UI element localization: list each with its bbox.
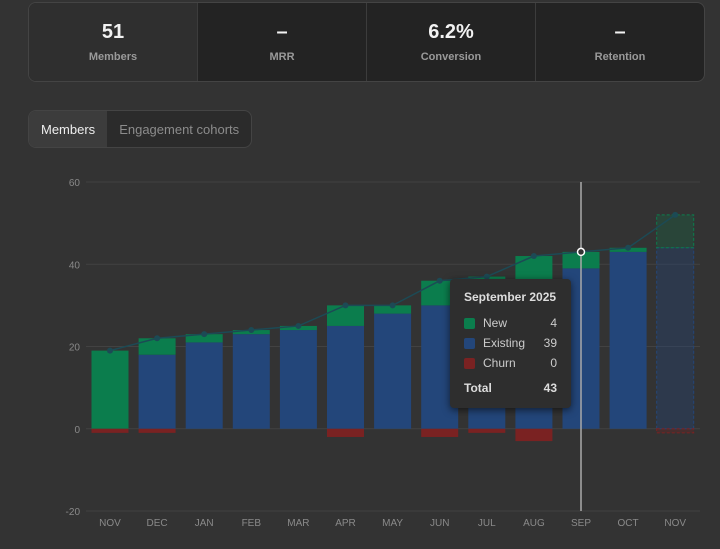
y-tick-label: 20 (69, 343, 81, 354)
bar-churn (468, 428, 506, 433)
bar-existing (232, 334, 270, 429)
kpi-card-conversion[interactable]: 6.2% Conversion (367, 3, 536, 81)
kpi-value: – (276, 21, 288, 43)
total-point (342, 302, 349, 309)
y-tick-label: 0 (74, 425, 80, 436)
y-tick-label: 40 (69, 260, 81, 271)
total-point (625, 244, 632, 251)
tooltip-value: 39 (543, 336, 557, 350)
bar-churn (656, 428, 695, 434)
tooltip-value: 4 (550, 316, 557, 330)
x-tick-label: OCT (618, 518, 639, 529)
existing-swatch (464, 337, 475, 349)
kpi-label: Conversion (420, 51, 482, 63)
bar-churn (91, 428, 129, 433)
total-point (248, 327, 255, 334)
tooltip-total-value: 43 (543, 381, 557, 395)
tooltip-total-label: Total (464, 381, 492, 395)
kpi-label: Members (88, 51, 138, 63)
bar-existing (609, 251, 647, 429)
bar-churn (515, 428, 553, 442)
x-tick-label: SEP (571, 518, 591, 529)
tooltip-row-churn: Churn 0 (464, 353, 557, 373)
tooltip-label: Existing (483, 336, 526, 350)
kpi-value: 6.2% (428, 21, 474, 43)
bar-existing (374, 313, 412, 429)
bar-churn (138, 428, 176, 433)
bar-existing (327, 325, 364, 429)
x-tick-label: DEC (147, 518, 168, 529)
tooltip-value: 0 (550, 356, 557, 370)
bar-new (374, 305, 412, 314)
bar-new (515, 256, 553, 281)
tooltip-total: Total 43 (464, 381, 557, 395)
kpi-value: – (614, 21, 626, 43)
chart-tooltip: September 2025 New 4 Existing 39 Churn 0 To… (450, 279, 571, 408)
total-point (530, 253, 537, 260)
y-tick-label: 60 (69, 178, 81, 189)
bar-existing (279, 330, 317, 429)
bar-churn (421, 428, 459, 437)
churn-swatch (464, 357, 475, 369)
tooltip-title: September 2025 (464, 290, 557, 304)
total-point (154, 335, 161, 342)
x-tick-label: JAN (195, 518, 214, 529)
total-point-highlight (576, 247, 586, 257)
total-point (389, 302, 396, 309)
tab-engagement-cohorts[interactable]: Engagement cohorts (119, 121, 240, 137)
total-point (295, 322, 302, 329)
total-point (436, 277, 443, 284)
kpi-value: 51 (101, 21, 125, 43)
kpi-card-retention[interactable]: – Retention (536, 3, 704, 81)
y-tick-label: -20 (66, 507, 81, 518)
x-tick-label: MAR (287, 518, 309, 529)
tab-members[interactable]: Members (29, 111, 108, 147)
bar-existing (185, 342, 223, 429)
kpi-card-mrr[interactable]: – MRR (198, 3, 367, 81)
kpi-cards: 51 Members – MRR 6.2% Conversion – Retention (28, 2, 705, 82)
tooltip-label: Churn (483, 356, 516, 370)
chart-tabs: Members Engagement cohorts (28, 110, 253, 148)
kpi-label: MRR (269, 51, 295, 63)
kpi-label: Retention (594, 51, 646, 63)
tooltip-label: New (483, 316, 508, 330)
x-tick-label: NOV (664, 518, 686, 529)
bar-churn (327, 428, 364, 437)
tooltip-row-new: New 4 (464, 313, 557, 333)
bar-new (327, 305, 364, 326)
total-point (107, 347, 113, 354)
x-tick-label: AUG (523, 518, 545, 529)
x-tick-label: FEB (242, 518, 262, 529)
bar-existing (656, 247, 695, 430)
total-point (672, 211, 679, 218)
kpi-card-members[interactable]: 51 Members (29, 3, 198, 81)
bar-new (656, 214, 695, 249)
x-tick-label: JUN (430, 518, 449, 529)
total-point (201, 331, 208, 338)
new-swatch (464, 317, 475, 329)
x-tick-label: JUL (478, 518, 496, 529)
x-tick-label: MAY (382, 518, 403, 529)
tooltip-row-existing: Existing 39 (464, 333, 557, 353)
total-point (483, 273, 490, 280)
bar-existing (138, 354, 176, 429)
bar-new (138, 338, 176, 355)
x-tick-label: APR (335, 518, 356, 529)
bar-new (185, 334, 223, 343)
x-tick-label: NOV (99, 518, 121, 529)
bar-new (91, 350, 129, 429)
